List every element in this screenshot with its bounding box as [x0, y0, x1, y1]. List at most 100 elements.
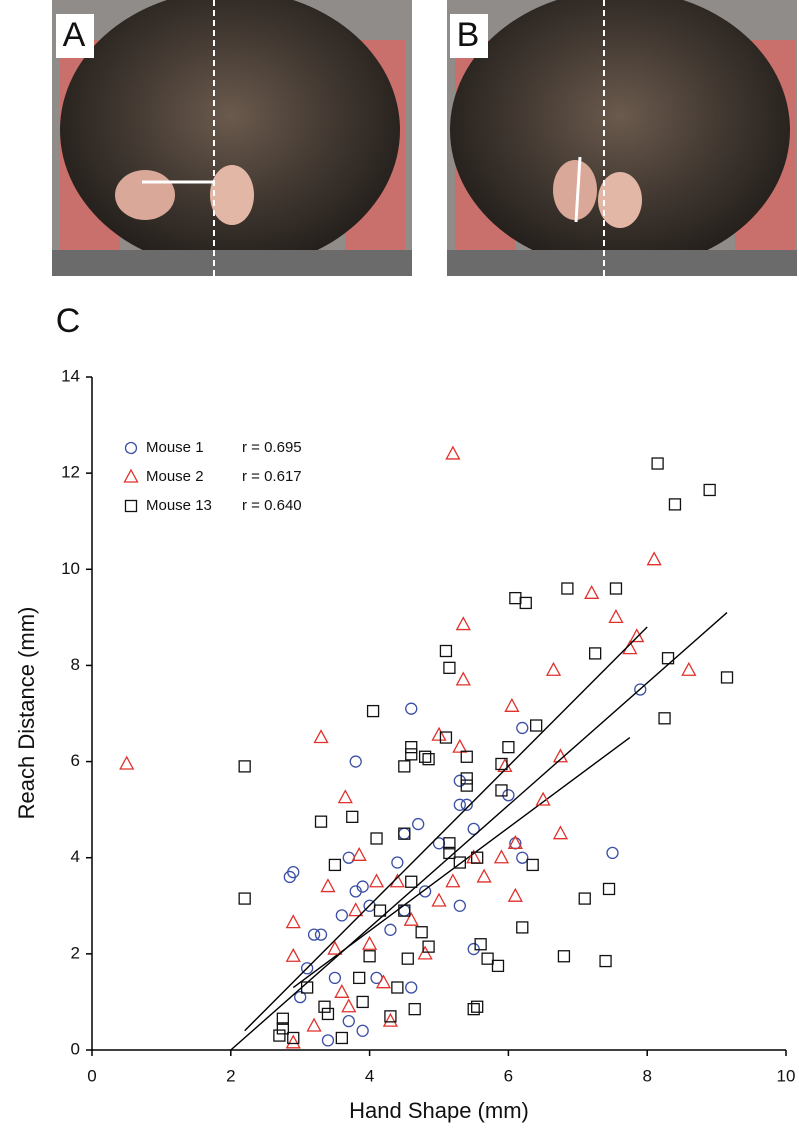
point: [287, 865, 300, 879]
point: [405, 702, 418, 715]
point: [502, 789, 515, 802]
point: [405, 875, 418, 888]
point: [401, 952, 414, 965]
point: [335, 909, 348, 922]
point: [119, 755, 135, 770]
point: [417, 945, 433, 960]
point: [321, 1034, 335, 1047]
point: [460, 772, 473, 785]
point: [471, 1000, 484, 1013]
point: [318, 1000, 331, 1013]
point: [507, 834, 523, 849]
point: [443, 661, 456, 674]
point: [481, 952, 494, 965]
point: [535, 791, 551, 806]
point: [382, 1012, 399, 1027]
point: [431, 892, 447, 907]
point: [348, 902, 364, 917]
point: [403, 911, 419, 926]
point: [606, 846, 619, 860]
point: [314, 815, 328, 828]
point: [634, 683, 647, 696]
point: [415, 926, 428, 939]
photo-b: [447, 0, 797, 276]
x-tick-label: 6: [504, 1066, 513, 1085]
point: [384, 923, 397, 936]
fit-line: [230, 612, 728, 1051]
point: [398, 904, 411, 917]
point: [589, 647, 602, 660]
point: [276, 1012, 290, 1025]
point: [720, 671, 734, 684]
y-tick-label: 8: [71, 655, 80, 674]
point: [471, 851, 484, 864]
point: [651, 457, 664, 470]
point: [453, 899, 466, 912]
point: [495, 757, 508, 771]
point: [646, 551, 662, 566]
point: [460, 750, 473, 763]
point: [467, 1002, 480, 1016]
point: [608, 608, 624, 624]
y-tick-label: 12: [61, 463, 80, 482]
point: [346, 810, 359, 824]
point: [578, 892, 591, 905]
panel-label: C: [56, 302, 81, 340]
point: [276, 1022, 290, 1035]
point: [349, 755, 362, 768]
point: [300, 981, 314, 994]
point: [507, 887, 523, 902]
point: [300, 962, 314, 975]
point: [285, 914, 301, 929]
point: [307, 928, 321, 941]
point: [668, 498, 682, 511]
point: [552, 825, 569, 840]
point: [526, 858, 539, 872]
point: [328, 858, 342, 872]
y-tick-label: 4: [71, 847, 80, 866]
y-tick-label: 6: [71, 751, 80, 770]
point: [629, 628, 645, 643]
point: [467, 942, 480, 956]
point: [497, 758, 513, 773]
point: [493, 849, 510, 864]
point: [334, 983, 350, 998]
point: [453, 856, 466, 869]
point: [509, 591, 522, 605]
point: [453, 798, 466, 811]
point: [313, 729, 329, 744]
point: [327, 940, 343, 955]
point: [599, 954, 612, 968]
point: [405, 981, 418, 994]
point: [530, 719, 543, 732]
point: [363, 950, 376, 963]
point: [238, 892, 251, 905]
point: [658, 712, 671, 725]
x-tick-label: 2: [226, 1066, 235, 1085]
point: [516, 851, 529, 864]
point: [398, 904, 411, 917]
point: [412, 817, 425, 831]
y-tick-label: 14: [61, 366, 80, 385]
legend-r: r = 0.617: [242, 468, 302, 485]
x-tick-label: 4: [365, 1066, 374, 1085]
point: [504, 697, 520, 712]
point: [545, 661, 562, 676]
point: [391, 981, 404, 994]
legend-r: r = 0.695: [242, 439, 302, 456]
fit-line: [244, 626, 648, 1032]
legend-label: Mouse 13: [146, 497, 212, 514]
point: [431, 726, 447, 741]
point: [491, 959, 505, 973]
point: [502, 741, 515, 754]
point: [453, 774, 466, 787]
x-tick-label: 8: [642, 1066, 651, 1085]
point: [287, 1031, 300, 1045]
point: [342, 1015, 355, 1028]
point: [460, 798, 473, 811]
point: [584, 584, 600, 599]
y-tick-label: 10: [61, 559, 80, 578]
point: [452, 738, 468, 753]
point: [476, 868, 492, 883]
